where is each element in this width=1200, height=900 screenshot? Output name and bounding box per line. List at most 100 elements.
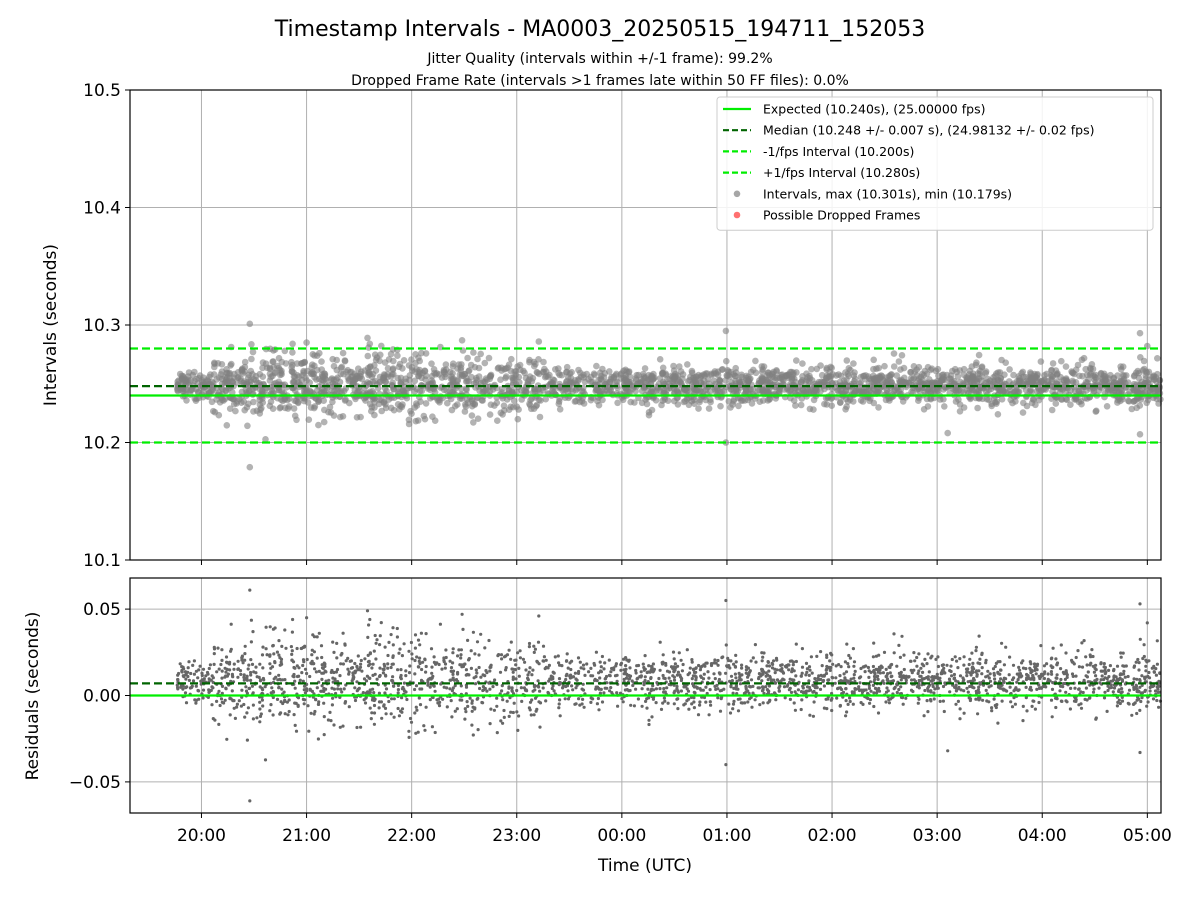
residual-point <box>964 667 969 671</box>
residual-point <box>433 689 437 693</box>
residual-point <box>620 697 624 701</box>
residual-point <box>242 673 246 677</box>
residual-point <box>866 696 870 701</box>
interval-point <box>758 363 766 370</box>
residual-point <box>277 639 281 643</box>
residual-point <box>1106 684 1110 688</box>
residual-point <box>907 675 911 679</box>
residual-point <box>1054 657 1058 661</box>
residual-point <box>954 686 958 690</box>
residual-point <box>375 638 379 642</box>
residual-point <box>553 655 557 659</box>
residual-point <box>989 684 993 688</box>
residual-point <box>380 716 384 720</box>
interval-point <box>252 372 260 380</box>
residual-point <box>258 700 262 704</box>
residual-point <box>1144 669 1148 673</box>
residual-point <box>208 663 212 667</box>
residual-point <box>313 667 317 671</box>
residual-point <box>301 645 305 650</box>
residual-point <box>384 712 388 716</box>
residual-point <box>603 661 607 665</box>
residual-point <box>204 674 208 678</box>
residual-point <box>322 701 326 705</box>
residual-point <box>775 678 780 682</box>
residual-point <box>372 703 377 708</box>
residual-point <box>599 669 603 673</box>
residual-point <box>580 687 584 691</box>
interval-point <box>890 387 898 395</box>
interval-point <box>241 358 249 366</box>
residual-point <box>220 684 225 689</box>
chart-subtitle-line-1: Jitter Quality (intervals within +/-1 fr… <box>426 51 772 67</box>
residual-point <box>212 652 216 656</box>
interval-point <box>1075 388 1082 395</box>
residual-point <box>698 700 702 704</box>
residual-point <box>672 669 676 674</box>
residual-point <box>364 679 369 683</box>
residual-point <box>980 652 984 657</box>
residual-point <box>1130 713 1134 717</box>
residual-point <box>974 645 979 649</box>
residual-point <box>882 650 887 655</box>
legend-box <box>716 96 1154 231</box>
residual-point <box>805 667 810 671</box>
interval-point <box>1077 397 1085 405</box>
interval-point <box>572 387 580 394</box>
residual-point <box>259 712 263 716</box>
residual-point <box>828 668 832 673</box>
interval-point <box>471 363 479 371</box>
residual-point <box>530 673 534 677</box>
residual-point <box>270 686 274 690</box>
residual-point <box>1007 673 1011 677</box>
residual-point <box>413 646 417 650</box>
residual-point <box>716 658 720 663</box>
interval-point <box>696 398 703 406</box>
residual-point <box>265 653 269 657</box>
residual-point <box>396 668 400 672</box>
residual-point <box>728 711 733 715</box>
residual-point <box>791 663 795 667</box>
residual-point <box>465 700 469 704</box>
residual-point <box>807 685 812 690</box>
residual-point <box>1050 666 1054 670</box>
interval-point <box>810 406 817 413</box>
interval-point <box>716 376 723 384</box>
residual-point <box>212 645 216 650</box>
residual-point <box>707 713 711 717</box>
interval-point <box>485 354 493 362</box>
residual-point <box>441 697 445 701</box>
interval-point <box>656 356 664 363</box>
interval-point <box>969 376 977 384</box>
residual-point <box>992 697 996 701</box>
residual-point <box>415 708 419 712</box>
residual-point <box>1122 664 1126 668</box>
interval-point <box>806 386 813 394</box>
interval-point <box>394 352 401 360</box>
interval-point <box>523 389 530 396</box>
residual-point <box>541 686 545 690</box>
interval-point <box>300 359 307 367</box>
residual-point <box>1001 687 1005 691</box>
interval-point <box>1140 357 1148 365</box>
interval-point <box>249 348 257 356</box>
residual-point <box>727 702 731 706</box>
interval-point <box>755 379 763 387</box>
residual-point <box>250 662 255 667</box>
residual-point <box>1082 639 1086 643</box>
residual-point <box>458 663 462 667</box>
residual-point <box>740 666 744 670</box>
residual-point <box>544 658 548 662</box>
interval-point <box>717 389 724 396</box>
interval-point <box>320 418 328 426</box>
residual-point <box>300 671 304 675</box>
residual-point <box>369 717 373 721</box>
interval-point <box>185 369 193 376</box>
interval-point <box>1131 397 1139 404</box>
residual-point <box>514 658 518 662</box>
residual-point <box>1094 717 1098 721</box>
residual-point <box>747 691 751 696</box>
residual-point <box>538 725 542 729</box>
interval-point <box>1117 378 1124 385</box>
residual-point <box>925 699 929 703</box>
